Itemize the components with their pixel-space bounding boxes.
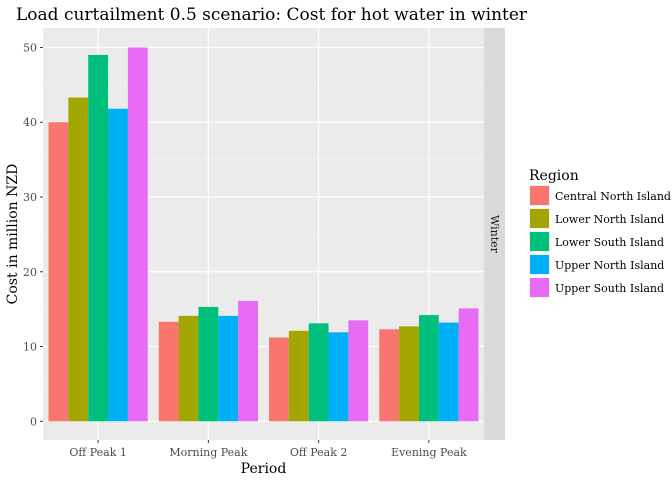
legend-swatch — [530, 209, 549, 228]
y-axis-ticks: 0 10 20 30 40 50 — [23, 41, 43, 428]
bar — [438, 322, 459, 422]
x-tick-label: Off Peak 1 — [69, 446, 126, 459]
bar — [308, 323, 329, 422]
bar — [288, 330, 309, 422]
bar — [418, 315, 439, 422]
chart-title: Load curtailment 0.5 scenario: Cost for … — [16, 5, 528, 25]
y-tick-label: 40 — [23, 116, 37, 129]
facet-label: Winter — [488, 215, 501, 254]
bar — [88, 54, 109, 422]
legend-label: Upper North Island — [555, 259, 664, 272]
bar — [198, 306, 219, 422]
legend-label: Central North Island — [555, 190, 671, 203]
legend-label: Lower South Island — [555, 236, 664, 249]
bar — [348, 320, 369, 422]
y-tick-label: 30 — [23, 191, 37, 204]
y-tick-label: 50 — [23, 41, 37, 54]
bar — [158, 321, 179, 422]
bar — [399, 326, 419, 422]
legend-label: Upper South Island — [555, 282, 664, 295]
y-tick-label: 0 — [30, 415, 37, 428]
x-axis-ticks: Off Peak 1 Morning Peak Off Peak 2 Evening … — [69, 440, 467, 459]
x-tick-label: Morning Peak — [169, 446, 247, 459]
legend-title: Region — [529, 168, 579, 184]
x-tick-label: Evening Peak — [391, 446, 467, 459]
bar — [218, 315, 239, 422]
legend-swatch — [530, 186, 549, 205]
bar — [328, 332, 349, 422]
bar — [127, 47, 148, 422]
legend-swatch — [530, 278, 549, 297]
bar — [68, 97, 89, 422]
y-tick-label: 10 — [23, 341, 37, 354]
bar — [238, 300, 258, 422]
bars — [48, 47, 479, 422]
legend-swatch — [530, 255, 549, 274]
bar — [108, 108, 128, 422]
x-axis-label: Period — [241, 461, 287, 477]
x-tick-label: Off Peak 2 — [290, 446, 347, 459]
bar — [458, 308, 479, 422]
y-axis-label: Cost in million NZD — [5, 164, 21, 305]
bar — [269, 337, 289, 422]
facet-strip — [484, 28, 505, 440]
y-tick-label: 20 — [23, 266, 37, 279]
legend-swatch — [530, 232, 549, 251]
bar — [178, 315, 199, 422]
legend-label: Lower North Island — [555, 213, 664, 226]
bar — [379, 329, 400, 422]
bar — [48, 122, 69, 422]
legend: Region Central North Island Lower North I… — [529, 168, 671, 298]
